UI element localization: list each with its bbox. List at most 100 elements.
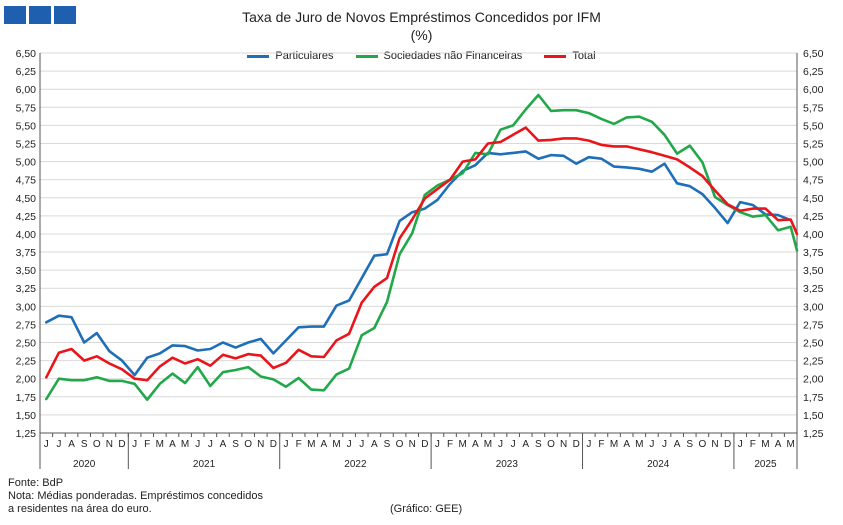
y-tick-label-left: 3,00 [16,301,37,313]
logo-block [54,6,76,24]
x-month-label: F [447,439,453,450]
note-line-1: Nota: Médias ponderadas. Empréstimos con… [8,490,263,502]
y-tick-label-right: 2,25 [803,356,824,368]
x-month-label: S [535,439,542,450]
y-tick-label-right: 5,50 [803,120,824,132]
legend-swatch [355,54,378,58]
x-month-label: F [750,439,756,450]
chart-credit: (Gráfico: GEE) [390,503,463,515]
x-month-label: O [396,439,404,450]
x-month-label: J [511,439,516,450]
y-tick-label-left: 4,75 [16,175,37,187]
x-month-label: D [573,439,580,450]
x-year-label: 2021 [193,459,216,470]
x-month-label: S [384,439,391,450]
y-tick-label-right: 2,75 [803,319,824,331]
y-tick-label-right: 3,75 [803,247,824,259]
source-note: Fonte: BdP [8,477,64,489]
legend-swatch [247,54,270,58]
x-month-label: N [409,439,416,450]
x-year-label: 2022 [344,459,367,470]
x-month-label: O [93,439,101,450]
x-month-label: D [724,439,731,450]
y-tick-label-left: 2,50 [16,338,37,350]
y-tick-label-left: 5,75 [16,102,37,114]
x-month-label: M [156,439,164,450]
x-month-label: M [458,439,466,450]
x-month-label: J [56,439,61,450]
x-month-label: D [270,439,277,450]
y-tick-label-left: 3,25 [16,283,37,295]
y-tick-label-left: 5,25 [16,138,37,150]
x-month-label: A [522,439,529,450]
x-month-label: D [421,439,428,450]
y-tick-label-right: 1,50 [803,410,824,422]
x-month-label: O [244,439,252,450]
x-month-label: M [635,439,643,450]
y-tick-label-right: 5,00 [803,157,824,169]
y-tick-label-right: 5,75 [803,102,824,114]
x-year-label: 2024 [647,459,670,470]
x-month-label: A [68,439,75,450]
y-tick-label-right: 6,00 [803,84,824,96]
y-tick-label-left: 5,00 [16,157,37,169]
x-month-label: A [623,439,630,450]
x-month-label: J [586,439,591,450]
x-month-label: M [181,439,189,450]
y-tick-label-right: 6,25 [803,66,824,78]
x-month-label: F [598,439,604,450]
note-line-2: a residentes na área do euro. [8,503,152,515]
y-tick-label-left: 6,00 [16,84,37,96]
y-tick-label-right: 3,00 [803,301,824,313]
x-month-label: N [560,439,567,450]
x-month-label: M [484,439,492,450]
x-month-label: A [321,439,328,450]
y-tick-label-left: 4,50 [16,193,37,205]
y-tick-label-right: 5,25 [803,138,824,150]
bdp-logo-icon [4,6,76,24]
x-month-label: O [698,439,706,450]
y-tick-label-left: 2,75 [16,319,37,331]
y-tick-label-right: 1,25 [803,428,824,440]
x-month-label: J [44,439,49,450]
x-year-label: 2025 [754,459,777,470]
y-tick-label-right: 4,50 [803,193,824,205]
x-month-label: D [118,439,125,450]
y-tick-label-right: 4,25 [803,211,824,223]
y-tick-label-left: 2,00 [16,374,37,386]
y-tick-label-left: 3,75 [16,247,37,259]
y-tick-label-right: 4,75 [803,175,824,187]
x-month-label: F [144,439,150,450]
y-tick-label-left: 4,25 [16,211,37,223]
logo-block [29,6,51,24]
x-month-label: M [761,439,769,450]
x-month-label: S [81,439,88,450]
series-line-2 [44,126,799,382]
y-tick-label-right: 1,75 [803,392,824,404]
x-month-label: J [435,439,440,450]
x-month-label: J [649,439,654,450]
logo-block [4,6,26,24]
x-month-label: J [662,439,667,450]
y-tick-label-left: 1,50 [16,410,37,422]
x-month-label: A [220,439,227,450]
chart-subtitle: (%) [410,27,433,43]
y-tick-label-right: 2,00 [803,374,824,386]
y-tick-label-right: 3,50 [803,265,824,277]
x-month-label: J [132,439,137,450]
x-month-label: A [775,439,782,450]
y-tick-label-right: 6,50 [803,48,824,60]
y-tick-label-left: 6,25 [16,66,37,78]
y-tick-label-right: 4,00 [803,229,824,241]
x-month-label: J [195,439,200,450]
legend-swatch [544,54,567,58]
chart-title-block: Taxa de Juro de Novos Empréstimos Conced… [0,8,843,44]
x-month-label: A [674,439,681,450]
y-tick-label-left: 1,75 [16,392,37,404]
x-month-label: A [472,439,479,450]
x-month-label: S [232,439,239,450]
x-month-label: N [106,439,113,450]
x-month-label: N [257,439,264,450]
x-month-label: M [787,439,795,450]
x-month-label: J [347,439,352,450]
